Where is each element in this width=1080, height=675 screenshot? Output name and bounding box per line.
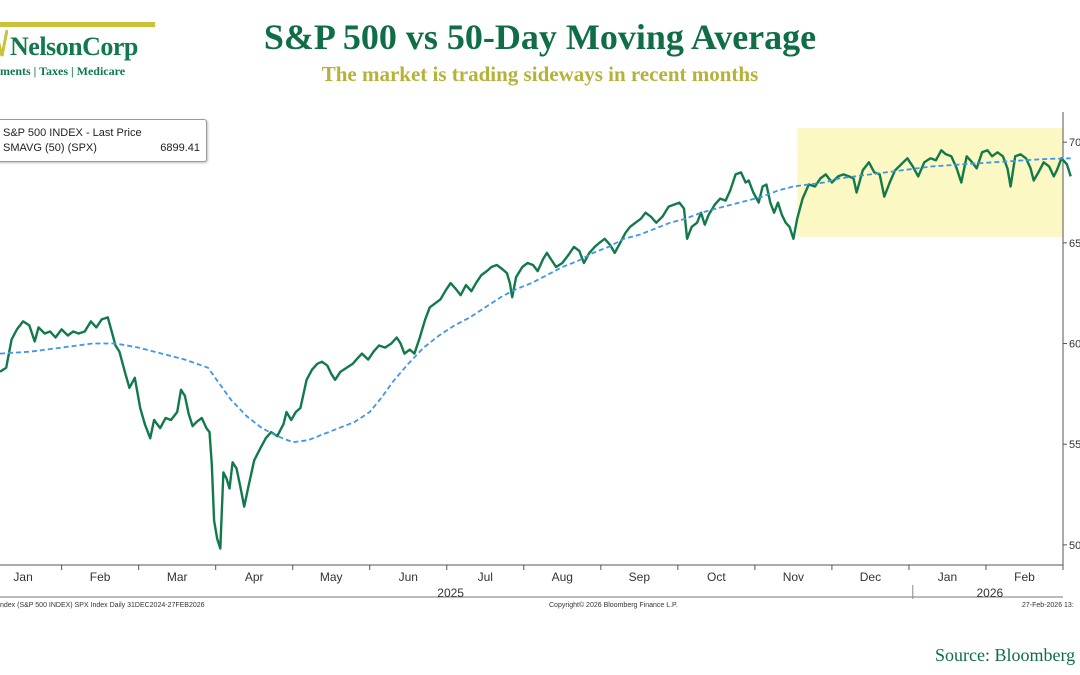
x-tick-label: Feb — [90, 570, 111, 584]
x-tick-label: Sep — [629, 570, 651, 584]
y-tick-label: 50 — [1069, 540, 1080, 552]
y-tick-label: 60 — [1069, 339, 1080, 351]
legend-value-ma: 6899.41 — [160, 142, 200, 154]
x-tick-label: Jun — [399, 570, 418, 584]
x-tick-label: Dec — [860, 570, 881, 584]
x-tick-label: Nov — [783, 570, 804, 584]
source-label: Source: Bloomberg — [935, 645, 1076, 665]
x-tick-label: Jan — [13, 570, 32, 584]
x-tick-label: Feb — [1014, 570, 1035, 584]
y-tick-label: 65 — [1069, 238, 1080, 250]
legend-label-ma: SMAVG (50) (SPX) — [3, 142, 97, 154]
footer-copyright: Copyright© 2026 Bloomberg Finance L.P. — [549, 601, 678, 609]
logo-bar — [0, 22, 155, 27]
sp500-price-line — [0, 149, 1072, 550]
x-tick-label: Jan — [938, 570, 957, 584]
y-tick-label: 55 — [1069, 439, 1080, 451]
year-label: 2026 — [976, 586, 1003, 600]
x-tick-label: Mar — [167, 570, 188, 584]
checkmark-icon — [0, 29, 8, 57]
legend: S&P 500 INDEX - Last Price SMAVG (50) (S… — [0, 119, 207, 162]
logo-tagline: ments | Taxes | Medicare — [0, 64, 126, 78]
logo-name: NelsonCorp — [10, 32, 138, 61]
x-tick-label: Aug — [552, 570, 573, 584]
x-tick-label: Apr — [245, 570, 264, 584]
footer-index-info: ndex (S&P 500 INDEX) SPX Index Daily 31D… — [0, 602, 205, 609]
legend-label-price: S&P 500 INDEX - Last Price — [3, 127, 142, 139]
year-label: 2025 — [437, 586, 464, 600]
chart-subtitle: The market is trading sideways in recent… — [321, 62, 759, 86]
x-tick-label: May — [320, 570, 343, 584]
legend-item-ma: SMAVG (50) (SPX) 6899.41 — [3, 142, 200, 156]
logo: NelsonCorp ments | Taxes | Medicare — [0, 22, 155, 82]
y-tick-label: 70 — [1069, 137, 1080, 149]
footer-date: 27-Feb-2026 13: — [1022, 602, 1074, 609]
legend-item-price: S&P 500 INDEX - Last Price — [3, 127, 200, 141]
highlight-region — [797, 128, 1063, 237]
x-tick-label: Jul — [478, 570, 493, 584]
chart-title: S&P 500 vs 50-Day Moving Average — [263, 17, 817, 57]
x-tick-label: Oct — [707, 570, 726, 584]
moving-average-line — [0, 157, 1071, 444]
